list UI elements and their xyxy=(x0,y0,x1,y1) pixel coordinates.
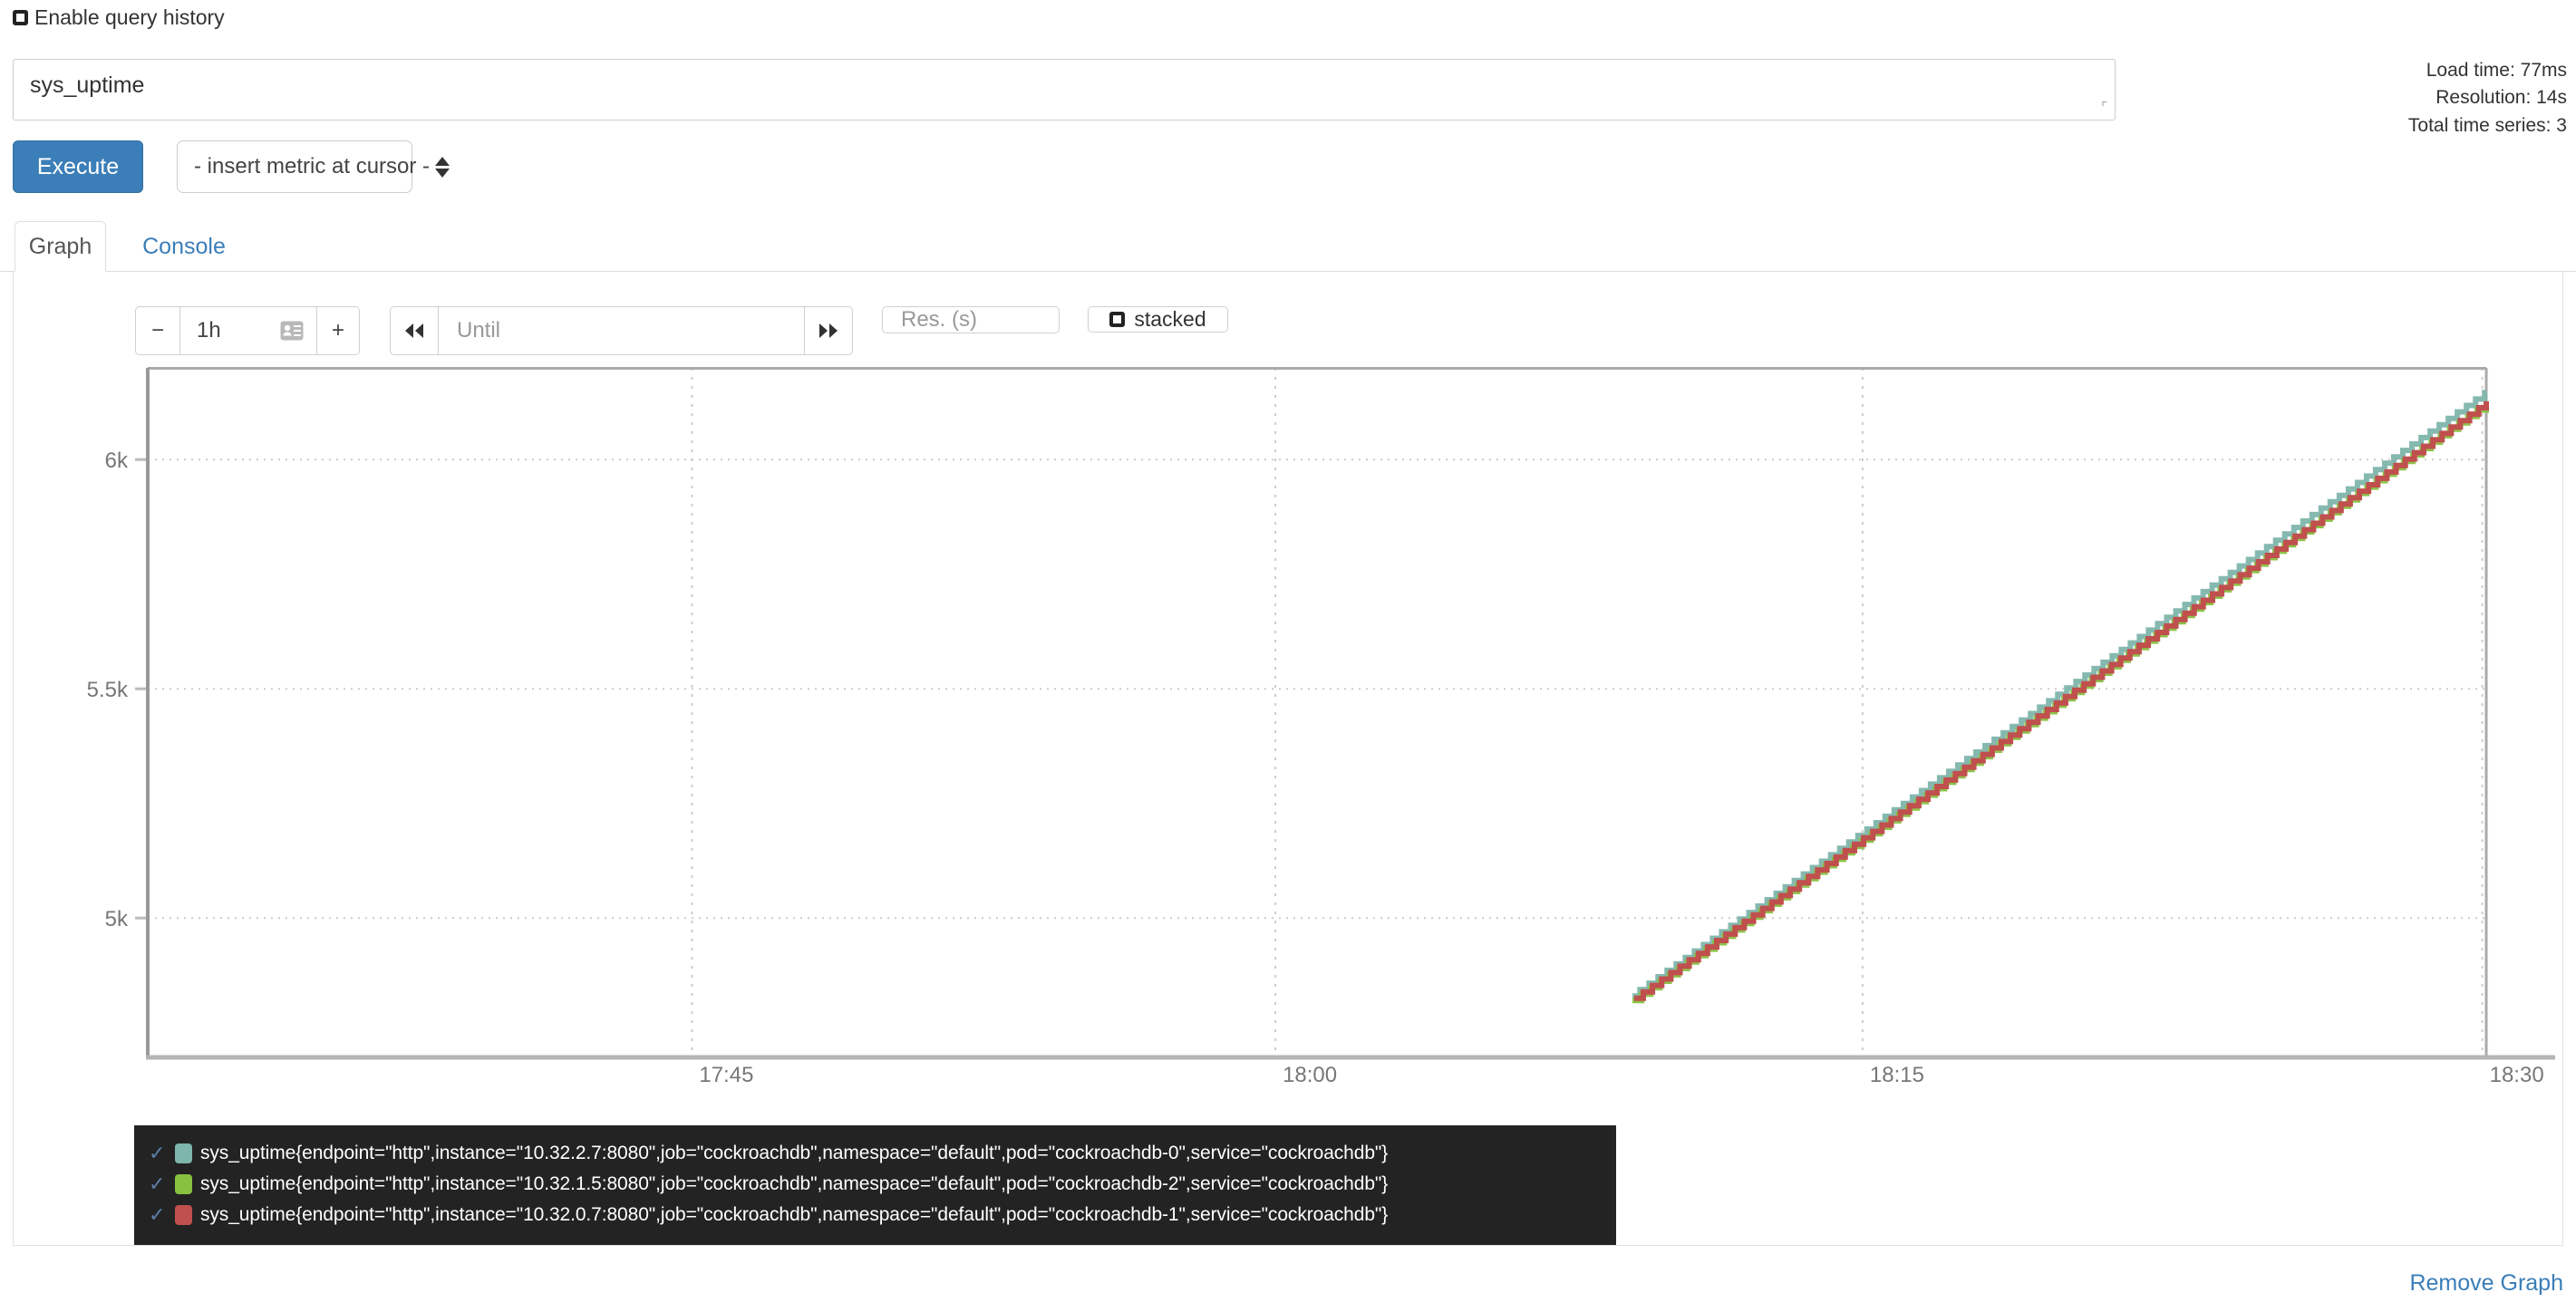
stacked-toggle[interactable]: stacked xyxy=(1088,306,1228,333)
increase-range-button[interactable]: + xyxy=(316,306,360,355)
range-input-value: 1h xyxy=(197,318,221,342)
svg-text:18:00: 18:00 xyxy=(1283,1063,1337,1087)
check-icon[interactable]: ✓ xyxy=(149,1203,166,1226)
graph-controls: − 1h + xyxy=(135,306,1228,355)
series-color-swatch[interactable] xyxy=(175,1174,192,1194)
legend-series-label: sys_uptime{endpoint="http",instance="10.… xyxy=(200,1204,1389,1225)
until-control-group: Until xyxy=(390,306,853,355)
query-stats: Load time: 77ms Resolution: 14s Total ti… xyxy=(2408,57,2567,140)
legend-item[interactable]: ✓ sys_uptime{endpoint="http",instance="1… xyxy=(149,1200,1602,1230)
check-icon[interactable]: ✓ xyxy=(149,1142,166,1164)
checkbox-icon[interactable] xyxy=(1109,312,1126,327)
step-backward-button[interactable] xyxy=(390,306,439,355)
tab-graph[interactable]: Graph xyxy=(15,221,106,272)
tab-console[interactable]: Console xyxy=(142,233,226,259)
decrease-range-button[interactable]: − xyxy=(135,306,180,355)
svg-text:17:45: 17:45 xyxy=(699,1063,753,1087)
step-forward-button[interactable] xyxy=(804,306,853,355)
legend-item[interactable]: ✓ sys_uptime{endpoint="http",instance="1… xyxy=(149,1138,1602,1169)
graph-panel: − 1h + xyxy=(13,272,2563,1246)
result-tabs: Graph Console xyxy=(0,221,2576,272)
query-input[interactable] xyxy=(13,59,2116,121)
svg-text:5k: 5k xyxy=(105,907,129,931)
legend-series-label: sys_uptime{endpoint="http",instance="10.… xyxy=(200,1143,1389,1163)
series-legend: ✓ sys_uptime{endpoint="http",instance="1… xyxy=(134,1125,1616,1245)
range-control-group: − 1h + xyxy=(135,306,360,355)
series-color-swatch[interactable] xyxy=(175,1143,192,1163)
list-alt-icon[interactable] xyxy=(280,321,304,341)
until-input[interactable]: Until xyxy=(439,306,804,355)
insert-metric-select-value: - insert metric at cursor - xyxy=(194,154,431,178)
resolution-input[interactable]: Res. (s) xyxy=(882,306,1060,333)
check-icon[interactable]: ✓ xyxy=(149,1172,166,1195)
checkbox-icon[interactable] xyxy=(13,10,28,25)
remove-graph-link[interactable]: Remove Graph xyxy=(2409,1270,2563,1296)
load-time: Load time: 77ms xyxy=(2426,60,2567,81)
range-input[interactable]: 1h xyxy=(180,306,316,355)
legend-series-label: sys_uptime{endpoint="http",instance="10.… xyxy=(200,1173,1389,1194)
enable-query-history-toggle[interactable]: Enable query history xyxy=(13,7,225,28)
enable-query-history-label: Enable query history xyxy=(34,5,225,29)
chart-svg[interactable]: 5k 5.5k 6k 17:45 18:00 18:15 18:30 xyxy=(14,367,2564,1128)
svg-text:5.5k: 5.5k xyxy=(87,678,129,702)
graph-chart[interactable]: 5k 5.5k 6k 17:45 18:00 18:15 18:30 xyxy=(14,367,2564,1128)
svg-text:18:15: 18:15 xyxy=(1870,1063,1924,1087)
svg-text:6k: 6k xyxy=(105,449,129,473)
until-input-value: Until xyxy=(457,318,501,342)
resolution: Resolution: 14s xyxy=(2436,87,2567,109)
chevron-updown-icon xyxy=(435,156,450,178)
series-color-swatch[interactable] xyxy=(175,1205,192,1225)
stacked-label: stacked xyxy=(1134,307,1206,331)
svg-text:18:30: 18:30 xyxy=(2490,1063,2544,1087)
execute-button[interactable]: Execute xyxy=(13,140,143,193)
total-time-series: Total time series: 3 xyxy=(2407,114,2567,136)
legend-item[interactable]: ✓ sys_uptime{endpoint="http",instance="1… xyxy=(149,1169,1602,1200)
insert-metric-select[interactable]: - insert metric at cursor - xyxy=(177,140,450,193)
resolution-input-value: Res. (s) xyxy=(901,307,977,332)
